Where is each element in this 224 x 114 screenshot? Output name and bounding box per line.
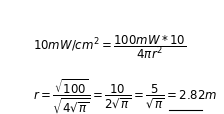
Text: $10mW/cm^{2} = \dfrac{100mW*10}{4\pi r^{2}}$: $10mW/cm^{2} = \dfrac{100mW*10}{4\pi r^{…	[33, 33, 187, 61]
Text: $r = \dfrac{\sqrt{100}}{\sqrt{4\sqrt{\pi}}} = \dfrac{10}{2\sqrt{\pi}} = \dfrac{5: $r = \dfrac{\sqrt{100}}{\sqrt{4\sqrt{\pi…	[33, 77, 217, 114]
